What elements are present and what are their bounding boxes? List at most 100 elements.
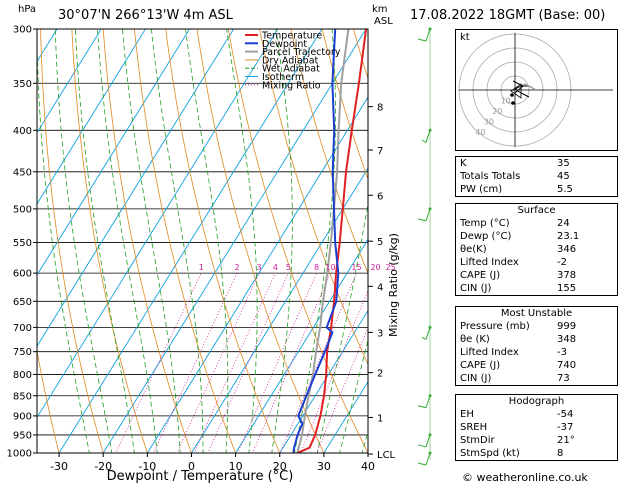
index-label: θe (K) xyxy=(460,334,490,345)
dry-adiabat-line xyxy=(227,29,368,453)
temperature-line xyxy=(296,29,368,453)
mixing-ratio-value: 4 xyxy=(273,263,278,272)
index-label: CAPE (J) xyxy=(460,360,501,371)
index-value: 999 xyxy=(557,321,577,332)
index-value: 24 xyxy=(557,218,570,229)
index-value: 45 xyxy=(557,171,570,182)
altitude-tick-label: 1 xyxy=(377,413,383,424)
altitude-tick-label: 7 xyxy=(377,146,383,157)
isotherm-line xyxy=(37,29,102,134)
axis-ticks: 3003504004505005506006507007508008509009… xyxy=(7,25,396,474)
dewpoint-line xyxy=(292,29,340,453)
wind-barb-base xyxy=(428,128,432,132)
wind-barbs xyxy=(417,27,432,466)
isotherm-line xyxy=(279,309,368,453)
credit-text: © weatheronline.co.uk xyxy=(462,471,588,484)
isotherm-line xyxy=(37,29,191,276)
dry-adiabat-line xyxy=(321,29,368,180)
wind-barb-flag xyxy=(421,139,427,143)
wind-barb-base xyxy=(428,451,432,455)
wet-adiabat-line xyxy=(271,29,293,453)
mixing-ratio-line xyxy=(300,289,368,453)
mixing-ratio-line xyxy=(176,272,260,453)
section-title: Surface xyxy=(517,205,556,216)
hodograph-ring-label: 20 xyxy=(492,107,502,116)
pressure-tick-label: 550 xyxy=(13,238,32,249)
wind-barb xyxy=(417,27,432,42)
wet-adiabat-line xyxy=(97,29,158,453)
pressure-tick-label: 450 xyxy=(13,167,32,178)
wind-barb-staff xyxy=(425,208,431,222)
pressure-tick-label: 700 xyxy=(13,323,32,334)
asl-label: ASL xyxy=(374,16,393,27)
wind-barb-staff xyxy=(425,327,431,340)
temperature-tick-label: 20 xyxy=(273,460,287,473)
index-label: CAPE (J) xyxy=(460,270,501,281)
pressure-tick-label: 850 xyxy=(13,391,32,402)
altitude-tick-label: 3 xyxy=(377,328,383,339)
hodograph-ring-label: 10 xyxy=(501,97,511,106)
index-label: Lifted Index xyxy=(460,257,519,268)
dry-adiabat-line xyxy=(165,29,281,453)
altitude-tick-label: LCL xyxy=(377,450,396,461)
hpa-label: hPa xyxy=(18,4,37,15)
temperature-tick-label: -10 xyxy=(138,460,156,473)
mixing-ratio-value: 20 xyxy=(370,263,380,272)
x-axis-label: Dewpoint / Temperature (°C) xyxy=(107,469,294,484)
index-value: 73 xyxy=(557,373,570,384)
wet-adiabat-line xyxy=(150,29,204,453)
index-label: Dewp (°C) xyxy=(460,231,512,242)
index-label: Temp (°C) xyxy=(460,218,510,229)
wet-adiabat-line xyxy=(316,201,368,453)
index-value: -3 xyxy=(557,347,567,358)
wind-barb-base xyxy=(428,27,432,31)
index-value: 8 xyxy=(557,448,564,459)
wet-adiabat-line xyxy=(226,29,258,453)
wind-barb-base xyxy=(428,433,432,437)
index-label: Pressure (mb) xyxy=(460,321,530,332)
legend-label: Temperature xyxy=(261,31,322,42)
wind-barb-base xyxy=(428,325,432,329)
index-label: EH xyxy=(460,409,474,420)
pressure-tick-label: 600 xyxy=(13,269,32,280)
wind-barb xyxy=(421,325,432,340)
wind-barb-staff xyxy=(425,434,431,448)
temperature-tick-label: -30 xyxy=(50,460,68,473)
index-value: 155 xyxy=(557,283,577,294)
isotherm-line xyxy=(190,167,368,453)
mixing-ratio-value: 8 xyxy=(314,263,319,272)
hodograph: kt 10 20 30 40 xyxy=(455,29,618,151)
dry-adiabat-line xyxy=(40,29,104,453)
wind-barb-staff xyxy=(425,452,431,466)
pressure-tick-label: 950 xyxy=(13,430,32,441)
index-label: Lifted Index xyxy=(460,347,519,358)
wind-barb-flag xyxy=(417,405,427,409)
surface-table: Surface Temp (°C) 24 Dewp (°C) 23.1 θe(K) 3… xyxy=(455,203,618,296)
altitude-tick-label: 5 xyxy=(377,237,383,248)
dry-adiabat-line xyxy=(259,29,368,366)
dry-adiabat-line xyxy=(290,29,368,275)
km-label: km xyxy=(372,4,388,15)
wet-adiabat-line xyxy=(74,29,135,453)
background-lines xyxy=(37,29,368,453)
legend-label: Mixing Ratio xyxy=(262,80,321,91)
legend-label: Dewpoint xyxy=(262,39,307,50)
index-value: -37 xyxy=(557,422,574,433)
mixing-ratio-value: 2 xyxy=(234,263,239,272)
temperature-tick-label: 40 xyxy=(361,460,375,473)
pressure-tick-label: 500 xyxy=(13,204,32,215)
index-label: K xyxy=(460,158,467,169)
mixing-ratio-line xyxy=(153,272,238,453)
wet-adiabat-line xyxy=(37,29,90,453)
isotherm-line xyxy=(323,380,368,453)
isotherm-line xyxy=(37,29,58,63)
isotherm-line xyxy=(146,96,368,453)
mixing-ratio-value: 3 xyxy=(257,263,262,272)
pressure-tick-label: 650 xyxy=(13,297,32,308)
datetime-title: 17.08.2022 18GMT (Base: 00) xyxy=(410,8,606,23)
index-label: Totals Totals xyxy=(460,171,521,182)
index-value: -2 xyxy=(557,257,567,268)
dry-adiabat-line xyxy=(102,29,192,453)
isotherm-line xyxy=(58,29,323,453)
